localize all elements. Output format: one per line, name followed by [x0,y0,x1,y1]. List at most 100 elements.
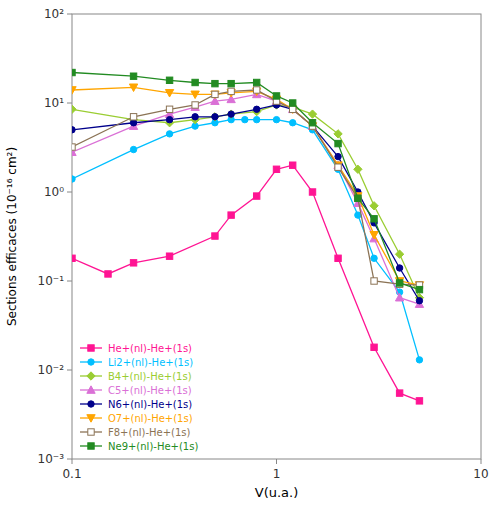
data-point [355,195,361,201]
data-point [289,106,295,112]
data-point [72,127,75,133]
data-point [355,195,361,201]
legend-marker [88,359,94,365]
data-point [396,280,402,286]
data-point [273,93,279,99]
data-point [335,164,341,170]
data-point [72,87,76,94]
data-point [105,271,111,277]
series-line [72,105,419,301]
data-point [130,120,136,126]
legend-label: Ne9+(nl)-He+(1s) [108,441,198,452]
legend: He+(nl)-He+(1s)Li2+(nl)-He+(1s)B4+(nl)-H… [80,343,198,452]
data-point [416,286,422,292]
data-point [253,193,259,199]
data-point [72,69,75,75]
y-tick [67,281,72,282]
legend-marker [87,415,95,422]
legend-label: He+(nl)-He+(1s) [108,343,192,354]
data-point [72,105,76,113]
data-point [130,260,136,266]
data-point [211,113,219,121]
data-point [166,253,172,259]
legend-marker [87,372,95,380]
data-point [129,84,137,91]
data-point [416,398,422,404]
y-tick-label: 10⁻¹ [38,274,65,288]
data-point [228,80,234,86]
x-tick [481,459,482,464]
y-tick-label: 10⁻³ [38,452,65,466]
data-point [308,110,316,118]
data-point [212,80,218,86]
data-point [253,116,259,122]
x-axis-label: V(u.a.) [255,485,299,500]
data-point [72,176,75,182]
y-tick [67,370,72,371]
x-tick-label: 1 [273,467,281,481]
data-point [289,106,297,113]
series-line [72,87,419,285]
data-point [166,116,172,122]
legend-label: N6+(nl)-He+(1s) [108,399,192,410]
series-line [72,105,419,298]
legend-marker [88,443,94,449]
data-point [212,91,218,97]
series-line [72,94,419,304]
data [72,69,424,404]
data-point [130,114,136,120]
data-point [72,255,75,261]
data-point [166,106,172,112]
x-tick-label: 0.1 [62,467,81,481]
data-point [192,114,198,120]
data-point [289,100,295,106]
data-point [228,88,234,94]
data-point [396,265,402,271]
legend-marker [88,345,94,351]
data-point [166,77,172,83]
data-point [335,255,341,261]
data-point [212,233,218,239]
data-point [72,144,75,150]
series-line [72,90,419,285]
data-point [416,357,422,363]
y-tick-label: 10⁻² [38,363,65,377]
data-point [253,87,259,93]
data-point [130,73,136,79]
axes: 0.1 1 10 10⁻³ 10⁻² 10⁻¹ 10⁰ 10¹ 10² [38,7,489,481]
data-point [165,90,173,97]
y-tick-label: 10² [44,7,64,21]
data-point [273,166,279,172]
y-tick [67,192,72,193]
plot-frame [72,14,481,459]
legend-label: C5+(nl)-He+(1s) [108,385,192,396]
data-point [227,110,235,118]
legend-label: Li2+(nl)-He+(1s) [108,357,193,368]
data-point [371,344,377,350]
series-line [72,73,419,290]
data-point [253,79,259,85]
data-point [370,202,378,210]
series-line [72,120,419,360]
y-tick [67,103,72,104]
x-tick [72,459,73,464]
data-point [289,162,295,168]
data-point [371,278,377,284]
legend-marker [88,429,94,435]
x-tick-label: 10 [473,467,488,481]
y-tick [67,459,72,460]
y-tick-label: 10⁰ [44,185,64,199]
data-point [242,116,248,122]
data-point [354,165,362,173]
data-point [395,250,403,258]
data-point [228,212,234,218]
data-point [192,79,198,85]
data-point [289,120,295,126]
data-point [334,130,342,138]
y-tick-label: 10¹ [44,96,64,110]
data-point [370,232,378,239]
data-point [212,114,218,120]
legend-marker [87,386,95,393]
legend-marker [88,401,94,407]
data-point [395,293,403,300]
